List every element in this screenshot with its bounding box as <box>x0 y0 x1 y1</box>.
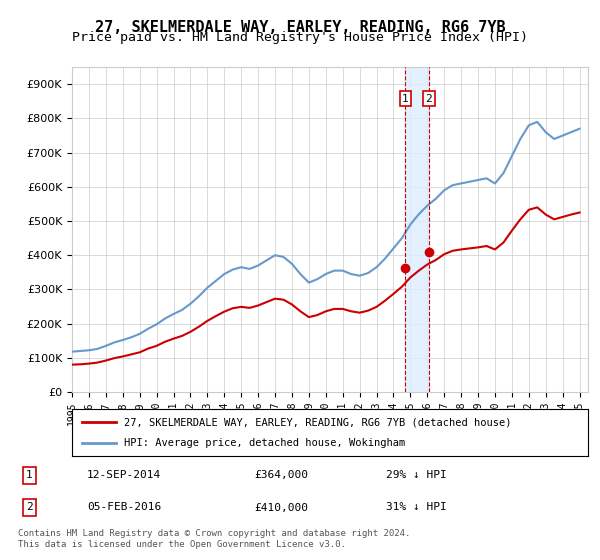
Text: 27, SKELMERDALE WAY, EARLEY, READING, RG6 7YB (detached house): 27, SKELMERDALE WAY, EARLEY, READING, RG… <box>124 417 511 427</box>
Text: 05-FEB-2016: 05-FEB-2016 <box>87 502 161 512</box>
Text: 2: 2 <box>425 94 433 104</box>
Text: 1: 1 <box>402 94 409 104</box>
Text: Contains HM Land Registry data © Crown copyright and database right 2024.
This d: Contains HM Land Registry data © Crown c… <box>18 529 410 549</box>
Text: 29% ↓ HPI: 29% ↓ HPI <box>386 470 447 480</box>
Text: £410,000: £410,000 <box>254 502 308 512</box>
Text: 31% ↓ HPI: 31% ↓ HPI <box>386 502 447 512</box>
Text: 12-SEP-2014: 12-SEP-2014 <box>87 470 161 480</box>
Text: 27, SKELMERDALE WAY, EARLEY, READING, RG6 7YB: 27, SKELMERDALE WAY, EARLEY, READING, RG… <box>95 20 505 35</box>
Text: Price paid vs. HM Land Registry's House Price Index (HPI): Price paid vs. HM Land Registry's House … <box>72 31 528 44</box>
Text: HPI: Average price, detached house, Wokingham: HPI: Average price, detached house, Woki… <box>124 438 405 448</box>
Text: £364,000: £364,000 <box>254 470 308 480</box>
Bar <box>405 67 429 392</box>
Text: 2: 2 <box>26 502 32 512</box>
Text: 1: 1 <box>26 470 32 480</box>
